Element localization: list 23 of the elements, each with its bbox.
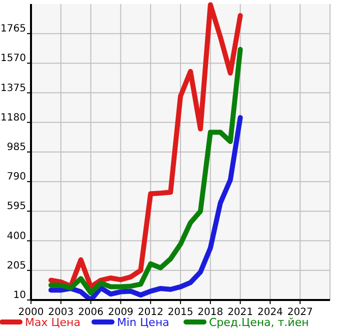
y-tick-label: 1765 (0, 24, 26, 35)
legend-label: Min Цена (117, 316, 170, 329)
legend-label: Сред.Цена, т.йен (209, 316, 309, 329)
x-tick-label: 2003 (48, 307, 74, 318)
y-tick-label: 1570 (0, 53, 26, 64)
y-tick-label: 1180 (0, 112, 26, 124)
legend-label: Max Цена (25, 316, 80, 329)
y-tick-label: 985 (6, 142, 26, 153)
x-tick-label: 2009 (108, 307, 134, 318)
y-tick-label: 595 (6, 201, 26, 212)
y-tick-label: 790 (6, 172, 26, 183)
x-tick-label: 2027 (287, 307, 313, 318)
y-tick-label: 1375 (0, 82, 26, 94)
x-tick-label: 2018 (198, 307, 224, 318)
x-tick-label: 2000 (18, 307, 44, 318)
x-tick-label: 2015 (168, 307, 194, 318)
x-tick-label: 2012 (138, 307, 164, 318)
x-tick-label: 2024 (257, 307, 283, 318)
y-tick-label: 400 (6, 230, 26, 242)
y-tick-label: 10 (13, 290, 26, 301)
y-tick-label: 205 (6, 260, 26, 272)
x-tick-label: 2021 (228, 307, 254, 318)
x-tick-label: 2006 (78, 307, 104, 318)
